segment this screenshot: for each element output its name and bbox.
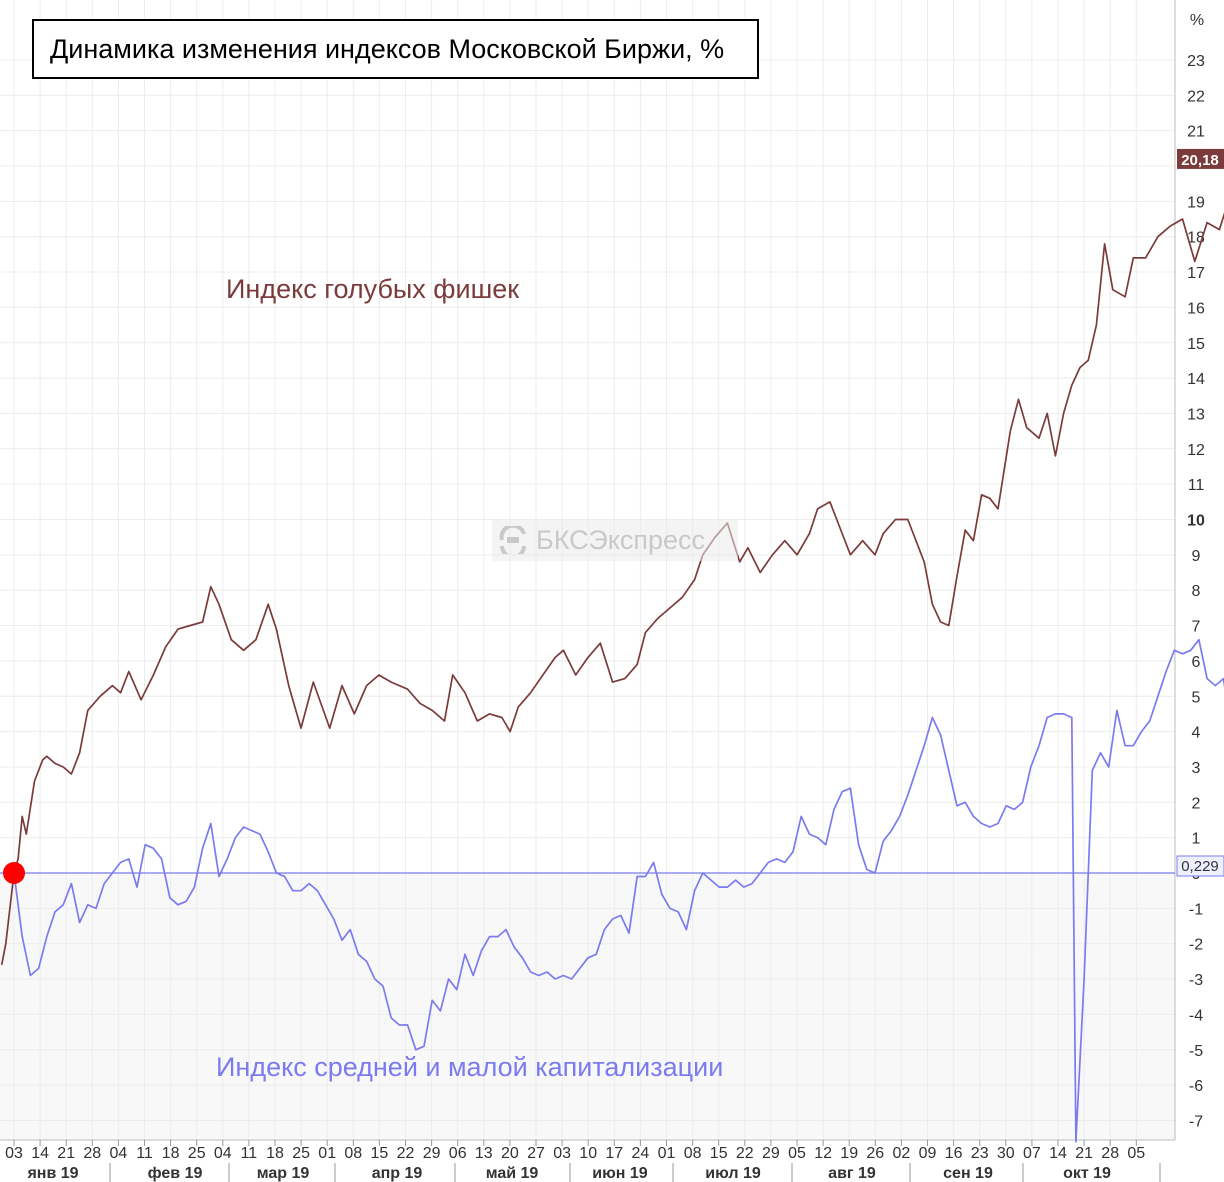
x-tick-label: 15 (710, 1145, 728, 1162)
y-tick-label: -4 (1189, 1007, 1203, 1024)
x-tick-label: 07 (1023, 1145, 1041, 1162)
x-tick-label: 01 (318, 1145, 336, 1162)
y-tick-label: 12 (1187, 442, 1205, 459)
x-tick-label: 09 (919, 1145, 937, 1162)
y-tick-label: 1 (1192, 831, 1201, 848)
x-tick-label: 14 (31, 1145, 49, 1162)
month-label: окт 19 (1063, 1165, 1111, 1182)
x-tick-label: 27 (527, 1145, 545, 1162)
x-tick-label: 05 (788, 1145, 806, 1162)
month-label: янв 19 (26, 1165, 78, 1182)
y-tick-label: -2 (1189, 937, 1203, 954)
y-tick-label: 14 (1187, 371, 1205, 388)
x-tick-label: 03 (5, 1145, 23, 1162)
x-tick-label: 20 (501, 1145, 519, 1162)
x-tick-label: 22 (736, 1145, 754, 1162)
y-tick-label: 17 (1187, 265, 1205, 282)
watermark: БКСЭкспресс (492, 519, 738, 561)
y-tick-label: 7 (1192, 619, 1201, 636)
series-line-small-mid-cap (13, 638, 1224, 1143)
y-tick-label: 15 (1187, 336, 1205, 353)
x-tick-label: 19 (840, 1145, 858, 1162)
y-tick-label: -5 (1189, 1043, 1203, 1060)
y-tick-label: -3 (1189, 972, 1203, 989)
y-tick-label: 16 (1187, 300, 1205, 317)
y-tick-label: -7 (1189, 1113, 1203, 1130)
x-tick-label: 28 (1101, 1145, 1119, 1162)
x-tick-label: 17 (605, 1145, 623, 1162)
x-tick-label: 28 (83, 1145, 101, 1162)
y-tick-label: 2 (1192, 795, 1201, 812)
x-tick-label: 08 (344, 1145, 362, 1162)
chart-title: Динамика изменения индексов Московской Б… (32, 19, 759, 79)
x-tick-label: 14 (1049, 1145, 1067, 1162)
x-tick-label: 26 (866, 1145, 884, 1162)
y-tick-label: 6 (1192, 654, 1201, 671)
y-tick-label: 21 (1187, 124, 1205, 141)
month-label: авг 19 (828, 1165, 876, 1182)
x-tick-label: 04 (110, 1145, 128, 1162)
y-tick-label: -6 (1189, 1078, 1203, 1095)
x-tick-label: 10 (579, 1145, 597, 1162)
x-tick-label: 02 (893, 1145, 911, 1162)
watermark-text: БКСЭкспресс (536, 525, 706, 555)
x-tick-label: 13 (475, 1145, 493, 1162)
month-label: июн 19 (592, 1165, 648, 1182)
x-tick-label: 11 (136, 1145, 153, 1162)
month-label: мар 19 (257, 1165, 310, 1182)
x-tick-label: 01 (658, 1145, 676, 1162)
x-tick-label: 24 (632, 1145, 650, 1162)
x-tick-label: 11 (241, 1145, 258, 1162)
x-tick-label: 30 (997, 1145, 1015, 1162)
y-tick-label: 13 (1187, 406, 1205, 423)
x-tick-label: 05 (1127, 1145, 1145, 1162)
bcs-logo-icon (499, 526, 526, 554)
month-label: сен 19 (943, 1165, 993, 1182)
y-tick-label: 3 (1192, 760, 1201, 777)
series-label-small-mid-cap: Индекс средней и малой капитализации (216, 1052, 724, 1082)
last-value-text-blue-chips: 20,18 (1181, 152, 1219, 169)
x-tick-label: 25 (292, 1145, 310, 1162)
series-label-blue-chips: Индекс голубых фишек (226, 274, 520, 304)
x-tick-label: 04 (214, 1145, 232, 1162)
last-value-badge-blue-chips (1177, 148, 1224, 169)
x-tick-label: 06 (449, 1145, 467, 1162)
lower-plot-shade (0, 873, 1175, 1140)
x-tick-label: 25 (188, 1145, 206, 1162)
x-tick-label: 16 (945, 1145, 963, 1162)
x-tick-label: 08 (684, 1145, 702, 1162)
x-tick-label: 18 (162, 1145, 180, 1162)
month-label: фев 19 (148, 1165, 203, 1182)
y-tick-label: 19 (1187, 194, 1205, 211)
start-marker (3, 862, 25, 884)
x-tick-label: 03 (553, 1145, 571, 1162)
month-label: апр 19 (372, 1165, 423, 1182)
x-tick-label: 18 (266, 1145, 284, 1162)
y-tick-label: 11 (1188, 477, 1205, 494)
x-tick-label: 21 (57, 1145, 75, 1162)
y-tick-label: 4 (1192, 725, 1201, 742)
last-value-badge-small-mid-cap (1176, 855, 1224, 877)
x-tick-label: 15 (371, 1145, 389, 1162)
x-tick-label: 21 (1075, 1145, 1093, 1162)
y-unit-label: % (1190, 12, 1204, 29)
month-label: май 19 (486, 1165, 539, 1182)
x-tick-label: 29 (762, 1145, 780, 1162)
x-tick-label: 12 (814, 1145, 832, 1162)
month-label: июл 19 (705, 1165, 761, 1182)
y-tick-label: 23 (1187, 53, 1205, 70)
y-tick-label: 9 (1192, 548, 1201, 565)
last-value-text-small-mid-cap: 0,229 (1181, 858, 1219, 875)
x-tick-label: 23 (971, 1145, 989, 1162)
y-tick-label: -1 (1189, 901, 1203, 918)
y-tick-label: 5 (1192, 689, 1201, 706)
x-tick-label: 22 (397, 1145, 415, 1162)
y-tick-label: 8 (1192, 583, 1201, 600)
series-line-blue-chips (0, 212, 1224, 966)
x-tick-label: 29 (423, 1145, 441, 1162)
y-tick-label: 10 (1187, 513, 1205, 530)
y-tick-label: 22 (1187, 88, 1205, 105)
